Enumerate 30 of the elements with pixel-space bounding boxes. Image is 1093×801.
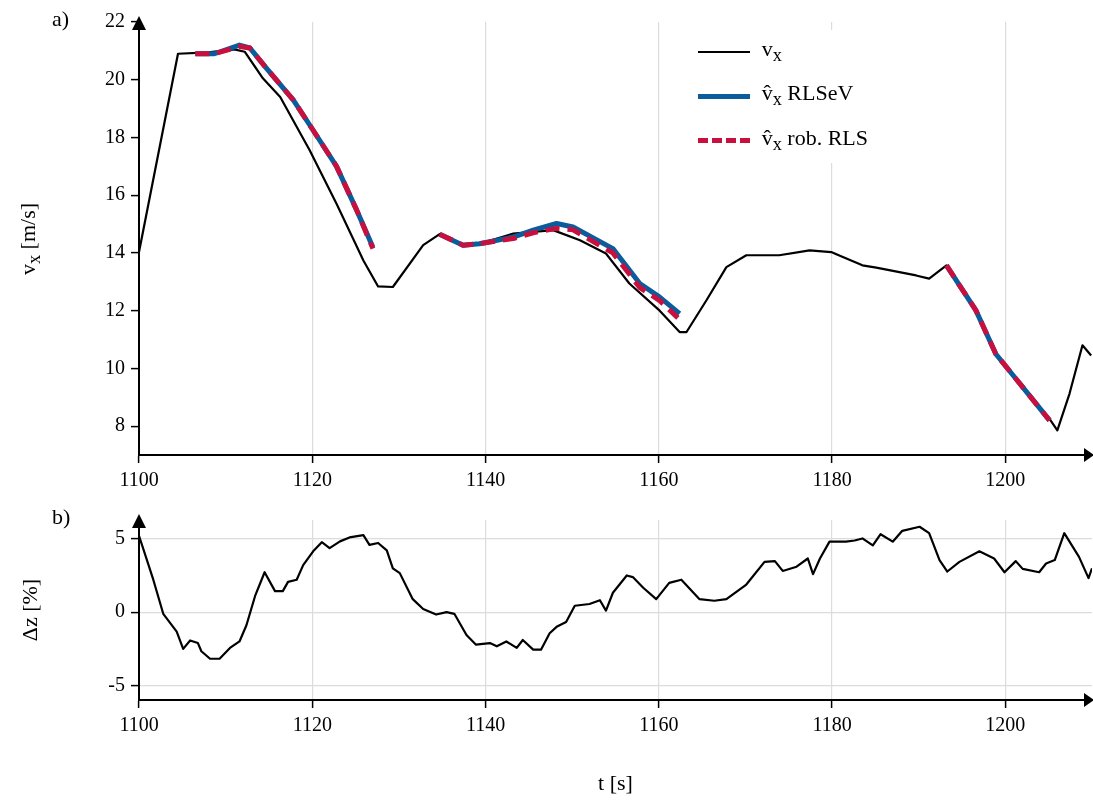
y-axis-title: Δz [%] xyxy=(17,578,43,642)
x-tick-label: 1120 xyxy=(292,713,332,736)
x-tick-label: 1180 xyxy=(812,713,852,736)
x-tick-label: 1180 xyxy=(812,468,852,491)
x-tick-label: 1100 xyxy=(119,468,159,491)
x-tick-label: 1200 xyxy=(985,468,1026,491)
x-tick-label: 1160 xyxy=(639,468,679,491)
x-tick-label: 1140 xyxy=(465,713,506,736)
y-tick-label: 18 xyxy=(105,124,125,147)
legend-label: v$_{x}$ xyxy=(761,35,782,68)
legend-label: v̂$_{x}$ rob. RLS xyxy=(761,123,868,157)
y-tick-label: 10 xyxy=(105,355,125,378)
y-tick-label: -5 xyxy=(108,672,125,695)
x-tick-label: 1100 xyxy=(119,713,159,736)
x-axis-title: t [s] xyxy=(598,770,633,796)
y-tick-label: 16 xyxy=(105,182,125,205)
legend-label: v̂$_{x}$ RLSeV xyxy=(761,79,854,112)
y-tick-label: 5 xyxy=(115,526,125,549)
x-tick-label: 1120 xyxy=(292,468,332,491)
y-tick-label: 14 xyxy=(105,240,125,263)
chart-title: b) xyxy=(52,504,71,530)
y-tick-label: 22 xyxy=(105,9,125,32)
y-tick-label: 20 xyxy=(105,66,125,89)
y-tick-label: 12 xyxy=(105,297,125,320)
chart-title: a) xyxy=(52,6,70,32)
x-tick-label: 1160 xyxy=(639,713,679,736)
y-tick-label: 8 xyxy=(115,413,125,436)
y-tick-label: 0 xyxy=(115,599,125,622)
x-tick-label: 1140 xyxy=(465,468,506,491)
x-tick-label: 1200 xyxy=(985,713,1026,736)
